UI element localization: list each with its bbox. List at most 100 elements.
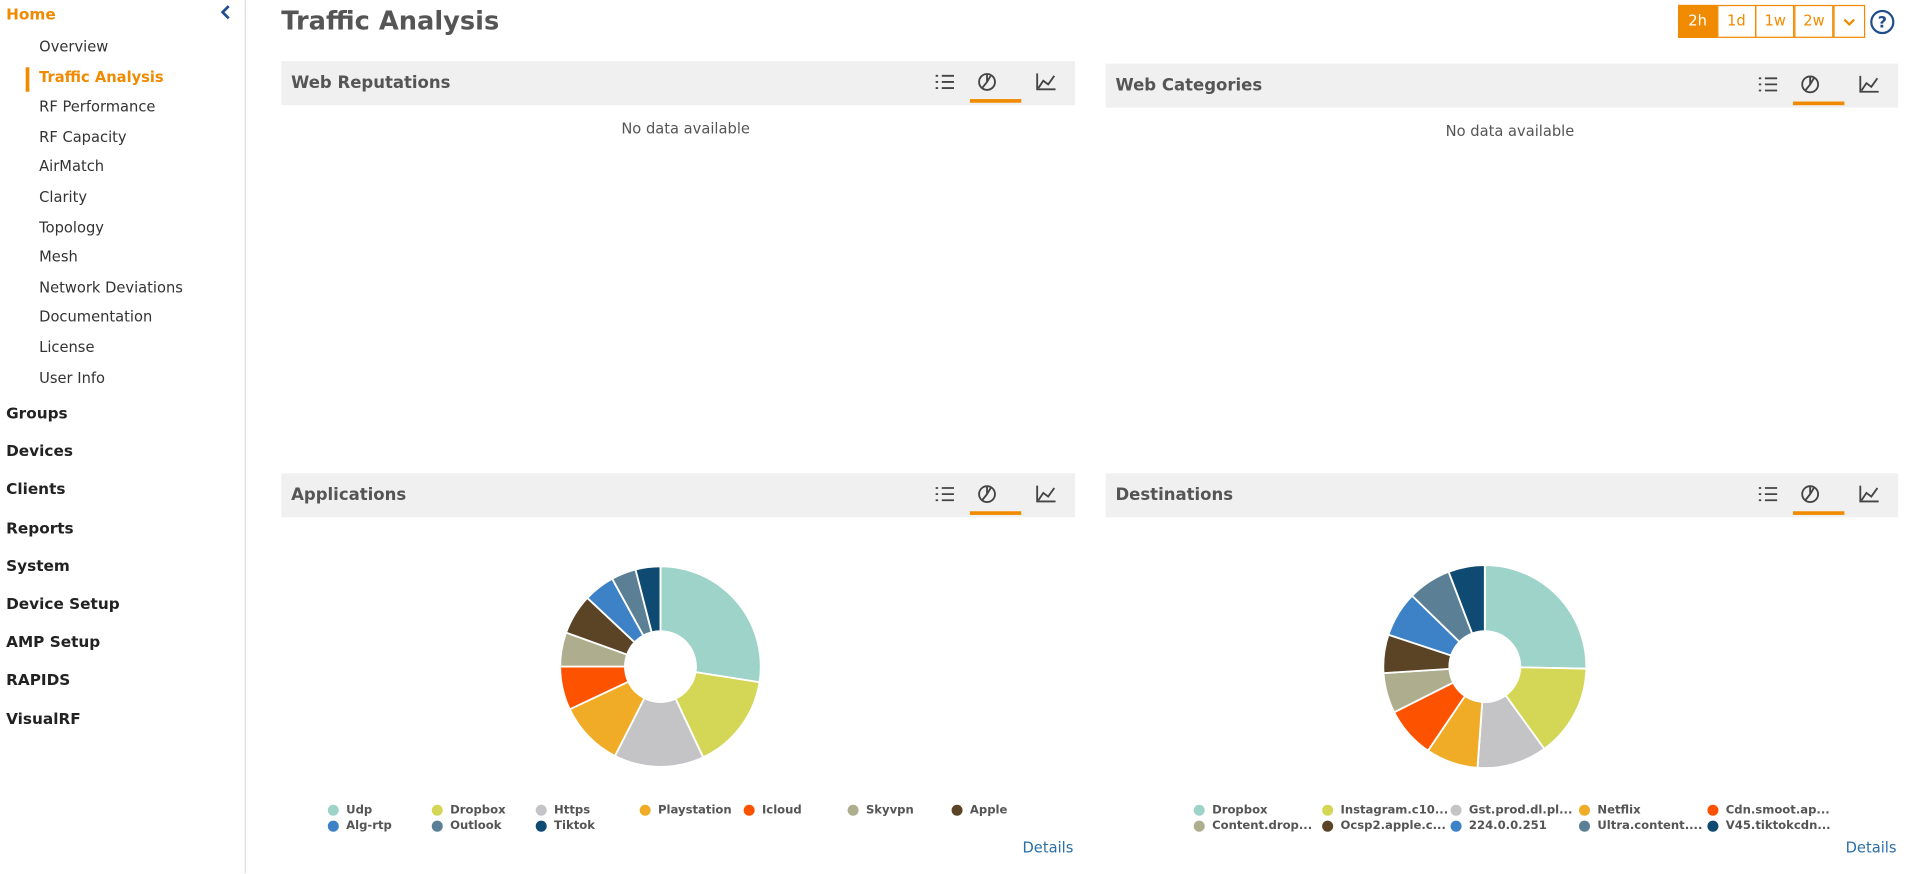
view-toggle[interactable] — [1749, 473, 1884, 517]
pie-slice — [1382, 633, 1453, 675]
legend-label: Https — [554, 803, 591, 818]
legend-swatch — [535, 820, 547, 832]
nav-item[interactable]: RF Performance — [39, 98, 156, 116]
legend-swatch — [327, 820, 339, 832]
legend-swatch — [1193, 804, 1205, 816]
legend-label: 224.0.0.251 — [1468, 818, 1547, 833]
pie-slice — [586, 577, 645, 644]
legend-label: Alg-rtp — [346, 818, 392, 833]
panel-title: Web Categories — [1115, 75, 1263, 96]
view-toggle[interactable] — [926, 61, 1061, 105]
legend-swatch — [1322, 820, 1334, 832]
no-data: No data available — [621, 119, 750, 137]
legend-label: Udp — [346, 803, 373, 818]
collapse-icon[interactable] — [218, 4, 235, 21]
nav-section[interactable]: Groups — [6, 403, 68, 422]
nav-item[interactable]: AirMatch — [39, 158, 105, 176]
nav-section[interactable]: RAPIDS — [6, 670, 71, 690]
panel-title: Applications — [291, 485, 407, 506]
nav-section[interactable]: Devices — [6, 441, 73, 461]
time-range[interactable]: 1w — [1755, 4, 1795, 38]
nav-section[interactable]: Reports — [6, 518, 74, 537]
legend-label: Content.drop... — [1212, 818, 1313, 833]
nav-section[interactable]: Device Setup — [6, 594, 120, 613]
legend-label: Instagram.c10... — [1340, 803, 1449, 818]
legend-label: Apple — [969, 803, 1008, 818]
nav-item[interactable]: Network Deviations — [39, 278, 183, 296]
nav-item[interactable]: Overview — [39, 37, 109, 56]
legend-swatch — [743, 804, 755, 816]
pie-slice — [568, 680, 646, 758]
legend-label: Dropbox — [450, 803, 506, 818]
view-toggle[interactable] — [1749, 64, 1884, 108]
details-link[interactable]: Details — [1845, 839, 1897, 857]
pie-slice — [564, 596, 636, 656]
legend-swatch — [1450, 804, 1462, 816]
pie-slice — [610, 568, 653, 637]
legend-swatch — [847, 804, 859, 816]
sidebar-divider — [244, 0, 246, 874]
no-data: No data available — [1445, 122, 1575, 140]
legend-label: V45.tiktokcdn... — [1725, 818, 1831, 833]
panel-header: Applications — [281, 473, 1076, 518]
pie-slice — [674, 671, 761, 759]
legend-label: Outlook — [450, 818, 502, 833]
nav-item[interactable]: License — [39, 338, 95, 356]
legend-swatch — [1578, 820, 1591, 832]
nav-item[interactable]: RF Capacity — [39, 128, 127, 146]
time-range[interactable]: 2h — [1678, 4, 1718, 38]
nav-item[interactable]: User Info — [39, 368, 106, 386]
pie-slice — [559, 631, 629, 668]
nav-section[interactable]: VisualRF — [6, 708, 81, 728]
nav-home[interactable]: Home — [6, 4, 56, 24]
panel-header: Destinations — [1105, 473, 1899, 518]
pie-slice — [559, 665, 630, 711]
panel-header: Web Reputations — [281, 61, 1076, 106]
legend-label: Tiktok — [554, 818, 595, 833]
pie-slice — [1483, 564, 1588, 670]
legend-swatch — [1707, 820, 1719, 832]
legend-label: Gst.prod.dl.pl... — [1468, 803, 1573, 818]
panel-title: Web Reputations — [291, 73, 451, 93]
svg-text:?: ? — [1878, 13, 1887, 32]
nav-item[interactable]: Documentation — [39, 308, 153, 326]
panel-title: Destinations — [1115, 485, 1234, 506]
time-range[interactable]: 2w — [1794, 4, 1834, 38]
legend-swatch — [1450, 820, 1462, 832]
legend-swatch — [951, 804, 963, 816]
nav-section[interactable]: System — [6, 556, 70, 575]
active-indicator — [25, 66, 30, 92]
pie-slice — [1476, 694, 1546, 770]
nav-section[interactable]: Clients — [6, 479, 66, 499]
nav-section[interactable]: AMP Setup — [6, 632, 101, 651]
pie-slice — [1387, 594, 1461, 657]
legend-label: Icloud — [761, 803, 802, 818]
time-range[interactable]: 1d — [1716, 4, 1756, 38]
pie-slice — [1447, 564, 1486, 635]
pie-slice — [1392, 681, 1467, 752]
details-link[interactable]: Details — [1022, 839, 1074, 857]
page-title: Traffic Analysis — [281, 6, 500, 36]
pie-slice — [659, 565, 762, 684]
legend-swatch — [535, 804, 547, 816]
pie-slice — [1410, 570, 1474, 644]
nav-item[interactable]: Traffic Analysis — [39, 67, 164, 86]
nav-item[interactable]: Topology — [39, 218, 104, 236]
pie-slice — [1504, 666, 1588, 751]
nav-item[interactable]: Mesh — [39, 248, 78, 266]
nav-item[interactable]: Clarity — [39, 188, 88, 206]
legend-swatch — [639, 804, 651, 816]
legend-swatch — [1193, 820, 1205, 832]
legend-swatch — [1707, 804, 1719, 816]
view-toggle[interactable] — [926, 473, 1061, 517]
help-icon[interactable]: ? — [1869, 9, 1896, 36]
pie-slice — [1426, 694, 1484, 769]
legend-swatch — [431, 804, 443, 816]
legend-label: Netflix — [1597, 803, 1641, 818]
legend-label: Ultra.content.... — [1597, 818, 1703, 833]
range-dropdown[interactable] — [1833, 4, 1866, 38]
panel-header: Web Categories — [1105, 63, 1899, 108]
